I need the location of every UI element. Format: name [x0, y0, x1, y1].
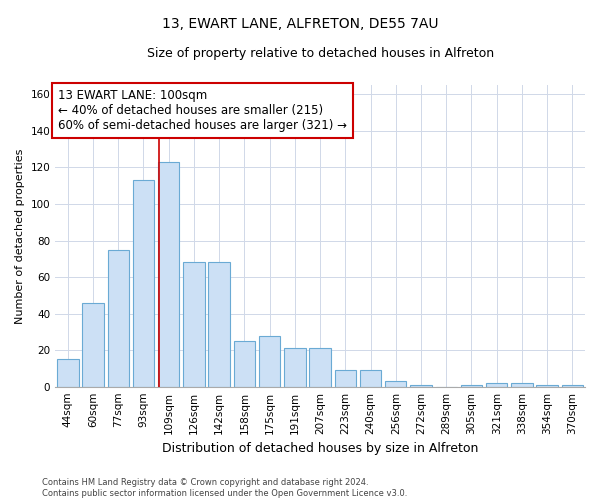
Bar [284, 348, 305, 387]
Bar [486, 383, 508, 386]
Bar [310, 348, 331, 387]
Bar [183, 262, 205, 386]
Bar [385, 381, 406, 386]
Text: 13, EWART LANE, ALFRETON, DE55 7AU: 13, EWART LANE, ALFRETON, DE55 7AU [162, 18, 438, 32]
Text: Contains HM Land Registry data © Crown copyright and database right 2024.
Contai: Contains HM Land Registry data © Crown c… [42, 478, 407, 498]
Bar [536, 385, 558, 386]
Bar [107, 250, 129, 386]
X-axis label: Distribution of detached houses by size in Alfreton: Distribution of detached houses by size … [162, 442, 478, 455]
Text: 13 EWART LANE: 100sqm
← 40% of detached houses are smaller (215)
60% of semi-det: 13 EWART LANE: 100sqm ← 40% of detached … [58, 89, 347, 132]
Bar [82, 302, 104, 386]
Bar [360, 370, 381, 386]
Bar [562, 385, 583, 386]
Bar [410, 385, 432, 386]
Bar [57, 360, 79, 386]
Title: Size of property relative to detached houses in Alfreton: Size of property relative to detached ho… [146, 48, 494, 60]
Bar [461, 385, 482, 386]
Y-axis label: Number of detached properties: Number of detached properties [15, 148, 25, 324]
Bar [511, 383, 533, 386]
Bar [233, 341, 255, 386]
Bar [259, 336, 280, 386]
Bar [158, 162, 179, 386]
Bar [208, 262, 230, 386]
Bar [133, 180, 154, 386]
Bar [335, 370, 356, 386]
